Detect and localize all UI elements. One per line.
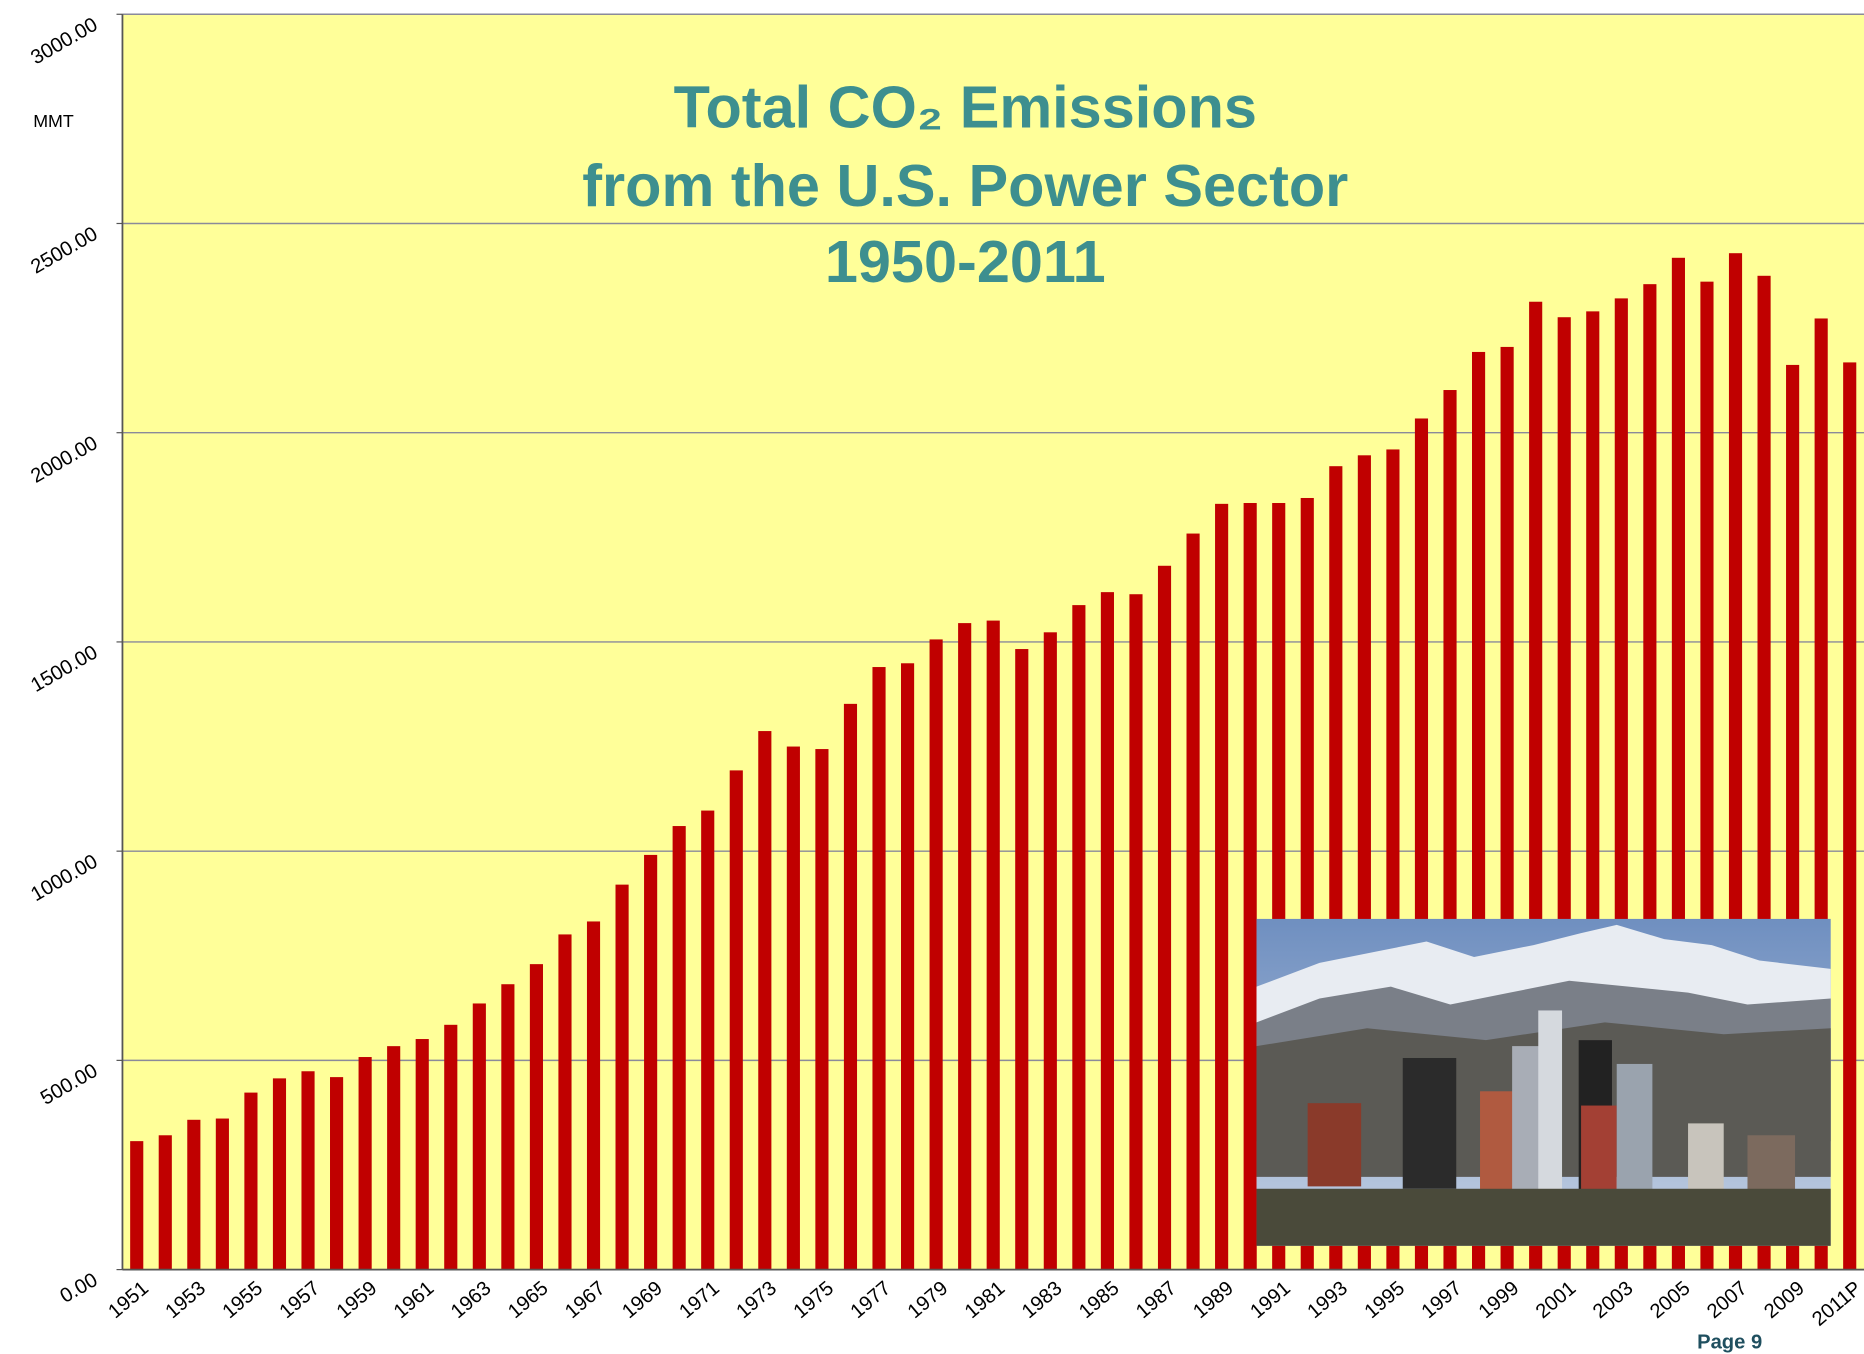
x-tick-label: 1993 [1303,1277,1352,1323]
bar [130,1141,144,1270]
bar [1215,503,1229,1270]
y-tick-label: 2500.00 [27,223,101,279]
bar [472,1003,486,1270]
bar [358,1057,372,1270]
x-tick-label: 1969 [618,1277,667,1323]
x-tick-label: 1989 [1189,1277,1238,1323]
x-tick-label: 1991 [1246,1277,1295,1323]
x-tick-label: 1999 [1475,1277,1524,1323]
x-tick-label: 1951 [104,1277,153,1323]
bar [1843,362,1857,1270]
bar [986,620,1000,1270]
page-number: Page 9 [1697,1332,1762,1354]
x-tick-label: 1983 [1018,1277,1067,1323]
x-tick-label: 2003 [1589,1277,1638,1323]
bar [644,854,658,1270]
x-tick-label: 1975 [790,1277,839,1323]
bar [729,770,743,1270]
bar [615,884,629,1270]
bar [1015,649,1029,1270]
chart-title: Total CO₂ Emissions [674,73,1257,140]
x-tick-label: 1979 [904,1277,953,1323]
bar [415,1039,429,1270]
bar [786,746,800,1270]
bar [815,749,829,1270]
y-tick-label: 0.00 [56,1269,101,1308]
bar [1157,565,1172,1270]
x-tick-label: 1961 [390,1277,439,1323]
x-tick-label: 1971 [675,1277,724,1323]
x-tick-label: 1997 [1418,1277,1467,1323]
bar [330,1077,344,1270]
x-tick-label: 2009 [1760,1277,1809,1323]
bar [244,1092,258,1270]
x-tick-label: 1987 [1132,1277,1181,1323]
bar [272,1078,287,1270]
bar [901,663,915,1270]
x-tick-label: 2007 [1703,1277,1752,1323]
chart-title: 1950-2011 [825,228,1106,295]
bar [501,984,515,1270]
x-tick-label: 1985 [1075,1277,1124,1323]
bar [672,826,686,1270]
bar [387,1046,401,1270]
x-tick-label: 1963 [447,1277,496,1323]
bar [187,1119,201,1270]
bar [444,1024,458,1270]
chart-title: from the U.S. Power Sector [582,152,1348,219]
bar [1243,503,1257,1270]
x-tick-label: 1957 [276,1277,325,1323]
x-tick-label: 1967 [561,1277,610,1323]
x-tick-label: 1981 [961,1277,1010,1323]
bar [586,921,601,1270]
bar [1043,632,1057,1270]
x-tick-label: 1965 [504,1277,553,1323]
bar [158,1135,172,1270]
x-tick-label: 2005 [1646,1277,1695,1323]
bar [301,1071,315,1270]
bar [1186,533,1200,1270]
bar [929,639,943,1270]
x-tick-label: 1953 [161,1277,210,1323]
x-tick-label: 1955 [219,1277,268,1323]
y-tick-label: 1500.00 [27,641,101,697]
bar [1100,592,1114,1270]
bar [1129,594,1143,1270]
bar [843,703,858,1270]
x-tick-label: 1977 [847,1277,896,1323]
x-tick-label: 2001 [1532,1277,1581,1323]
y-axis-label: MMT [33,111,74,131]
bar [958,623,972,1270]
y-tick-label: 1000.00 [27,851,101,907]
x-tick-label: 2011P [1808,1277,1864,1330]
y-tick-label: 2000.00 [27,432,101,488]
y-tick-label: 500.00 [37,1060,101,1110]
bar [758,731,772,1270]
city-photo [1256,918,1831,1246]
bar [529,964,543,1270]
x-tick-label: 1973 [732,1277,781,1323]
y-tick-label: 3000.00 [27,14,101,70]
x-tick-label: 1959 [333,1277,382,1323]
bar [1072,605,1086,1270]
bar [215,1118,229,1270]
x-tick-label: 1995 [1361,1277,1410,1323]
bar [558,934,572,1270]
bar [872,667,886,1270]
bar [701,810,715,1270]
